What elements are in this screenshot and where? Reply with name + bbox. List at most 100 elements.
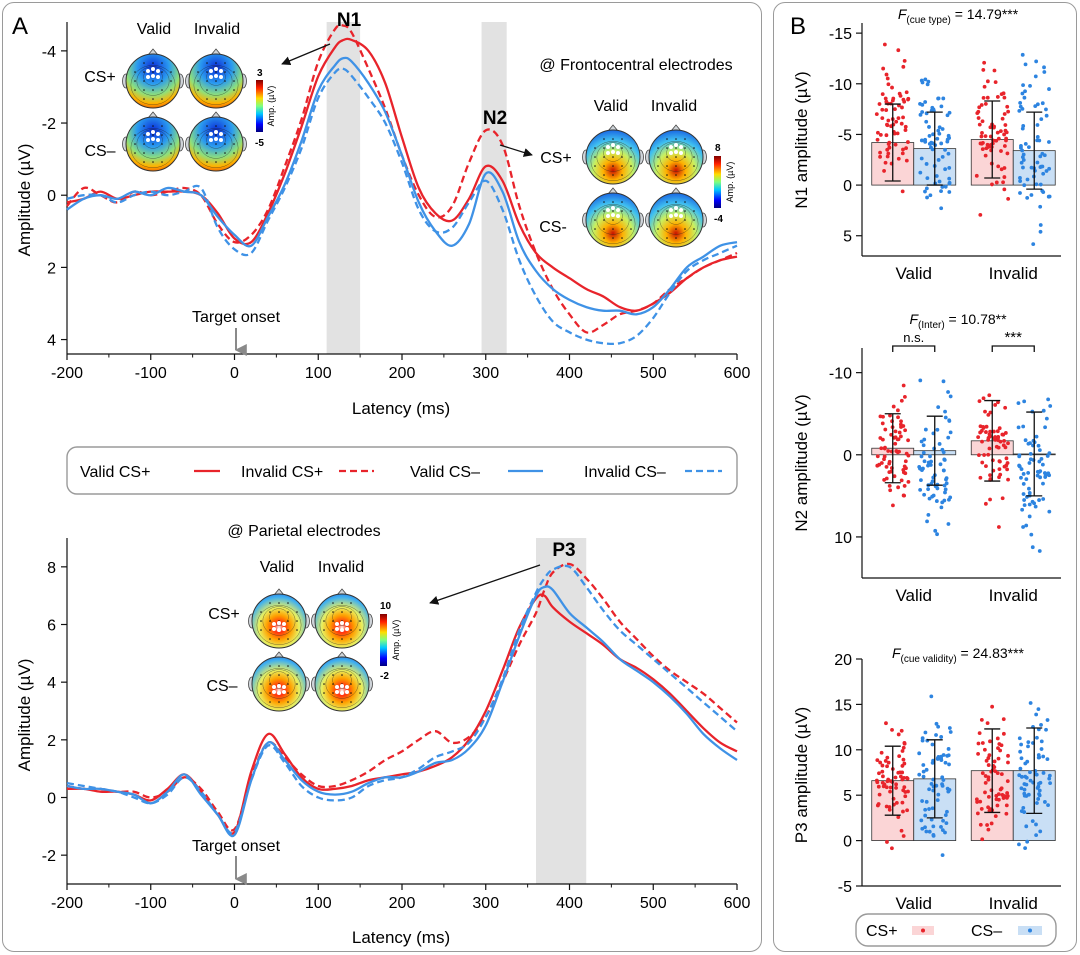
y-tick-label: -15: [829, 26, 852, 43]
data-point: [894, 782, 898, 787]
topo-electrode: [594, 228, 596, 230]
data-point: [902, 776, 906, 780]
data-point: [930, 147, 935, 152]
data-point: [880, 421, 885, 426]
topo-electrode: [224, 89, 226, 91]
data-point: [996, 445, 1001, 450]
data-point: [924, 119, 929, 124]
topo-p3-invalid-csplus: [311, 588, 373, 649]
data-point: [941, 818, 945, 823]
data-point: [878, 436, 883, 440]
topo-roi-electrode: [209, 132, 213, 136]
data-point: [977, 731, 982, 736]
topo-electrode: [161, 152, 163, 154]
data-point: [1030, 819, 1035, 824]
topo-electrode: [666, 174, 668, 176]
series-line-valid-cs-: [66, 593, 738, 835]
data-point: [1000, 496, 1005, 501]
data-point: [947, 166, 952, 170]
topo-electrode: [666, 237, 668, 239]
topo-electrode: [152, 134, 154, 136]
data-point: [1001, 432, 1006, 437]
data-point: [986, 763, 991, 767]
topo-n2-invalid-csminus: [645, 187, 707, 248]
topo-electrode: [684, 174, 686, 176]
data-point: [888, 785, 893, 790]
data-point: [939, 141, 944, 146]
data-point: [1004, 456, 1009, 461]
topo-nose: [147, 111, 159, 119]
topo-electrode: [143, 80, 145, 82]
data-point: [1046, 471, 1051, 476]
topo-contour: [332, 671, 352, 689]
p3-amplitude-chart: F(cue validity) = 24.83*** P3 amplitude …: [792, 645, 1061, 913]
topo-electrode: [287, 665, 289, 667]
topo-electrode: [215, 62, 217, 64]
data-point: [1002, 439, 1006, 443]
data-point: [903, 794, 908, 799]
data-point: [874, 112, 879, 117]
data-point: [1025, 177, 1030, 182]
topo-contour: [136, 129, 170, 159]
topo-contour: [319, 668, 365, 708]
data-point: [1023, 438, 1028, 443]
data-point: [887, 805, 892, 809]
topo-electrode: [612, 147, 614, 149]
topo-electrode: [323, 692, 325, 694]
data-point: [947, 788, 952, 792]
x-category-label: Valid: [895, 586, 932, 605]
topo-electrode: [359, 611, 361, 613]
topo-electrode: [206, 125, 208, 127]
topo-electrode: [161, 125, 163, 127]
topo-roi-electrode: [340, 628, 344, 632]
topo-roi-electrode: [146, 69, 150, 73]
topo-contour: [193, 65, 239, 105]
data-point: [904, 146, 908, 151]
data-point: [993, 435, 997, 439]
topo-roi-electrode: [335, 690, 339, 694]
topo-electrode: [287, 674, 289, 676]
topo-electrode: [612, 165, 614, 167]
colorbar-p3-min: -2: [380, 671, 389, 682]
data-point: [989, 821, 994, 826]
data-point: [1037, 781, 1041, 786]
data-point: [1018, 749, 1023, 754]
data-point: [886, 142, 891, 146]
topo-electrode: [693, 219, 695, 221]
data-point: [881, 66, 886, 71]
x-tick-label: -100: [135, 895, 167, 912]
topo-electrode: [215, 161, 217, 163]
data-point: [880, 769, 885, 774]
topo-roi-electrode: [606, 151, 610, 155]
data-point: [992, 68, 997, 73]
topo-electrode: [621, 165, 623, 167]
topo-electrode: [287, 683, 289, 685]
data-point: [1047, 776, 1052, 781]
topo-roi-electrode: [214, 74, 218, 78]
data-point: [920, 80, 925, 85]
data-point: [877, 102, 882, 106]
topo-electrode: [143, 98, 145, 100]
data-point: [995, 736, 1000, 741]
topo-electrode: [603, 156, 605, 158]
data-point: [921, 443, 926, 448]
data-point: [901, 147, 905, 152]
series-line-valid-cs-: [66, 585, 738, 838]
data-point: [986, 436, 991, 440]
topo-roi-electrode: [214, 67, 218, 71]
data-point: [1034, 182, 1039, 187]
x-tick-label: -200: [51, 895, 83, 912]
data-point: [924, 799, 929, 804]
topo-electrode: [287, 611, 289, 613]
data-point: [886, 118, 891, 123]
data-point: [903, 459, 908, 464]
topo-roi-electrode: [209, 75, 213, 79]
data-point: [902, 394, 907, 399]
data-point: [1029, 193, 1034, 197]
data-point: [1043, 473, 1048, 478]
data-point: [1028, 770, 1032, 775]
topo-electrode: [675, 237, 677, 239]
data-point: [1037, 549, 1042, 553]
topo-electrode: [152, 89, 154, 91]
data-point: [1017, 463, 1022, 468]
